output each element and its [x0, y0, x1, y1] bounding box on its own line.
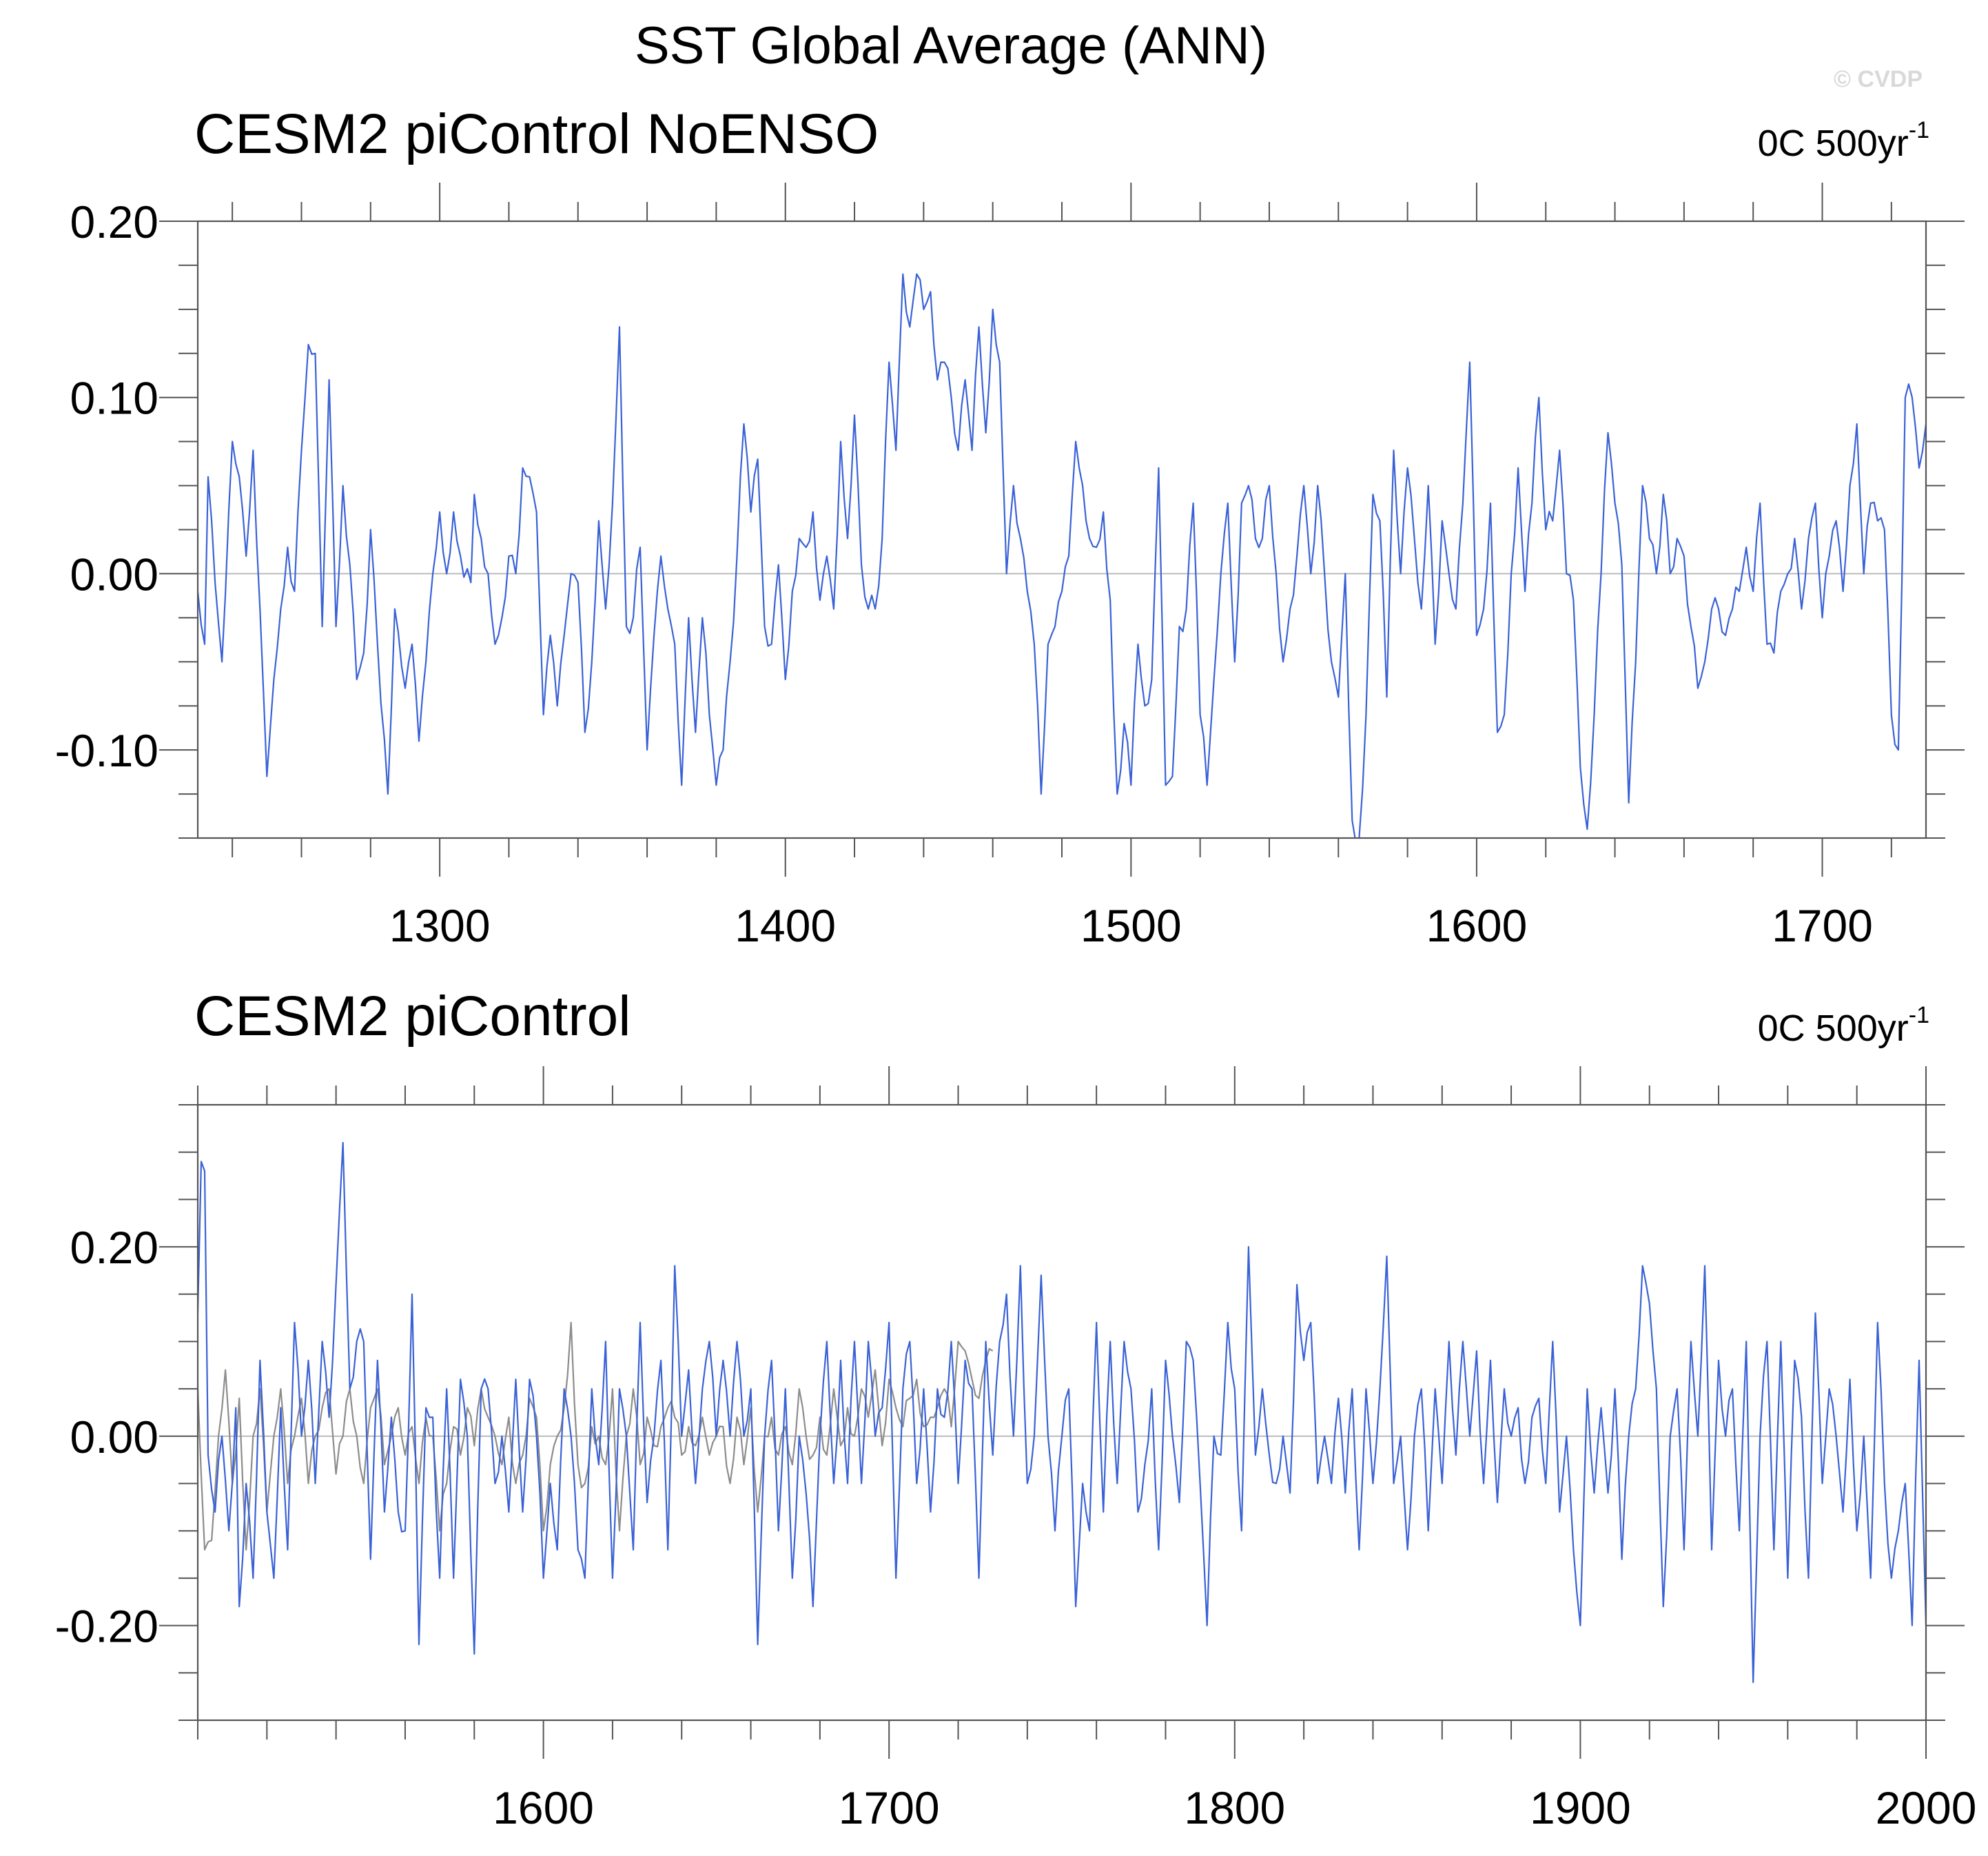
panel-noenso-trend-sup: -1	[1909, 117, 1929, 143]
panel-picontrol-trend: 0C 500yr-1	[1758, 1002, 1929, 1049]
panel-noenso-trend: 0C 500yr-1	[1758, 117, 1929, 164]
x-tick-label: 1600	[493, 1782, 594, 1833]
panel-picontrol-frame	[196, 1103, 1927, 1722]
panel-noenso-title: CESM2 piControl NoENSO	[194, 103, 879, 165]
watermark: © CVDP	[1834, 66, 1923, 92]
x-tick-label: 1900	[1530, 1782, 1631, 1833]
x-tick-label: 1400	[735, 900, 836, 951]
panel-picontrol: CESM2 piControl 0C 500yr-1 1600 1700 1800 1…	[55, 985, 1977, 1833]
x-tick-label: 1700	[1772, 900, 1873, 951]
panel-noenso: CESM2 piControl NoENSO 0C 500yr-1 1300 14…	[55, 103, 1965, 951]
y-tick-label: -0.20	[55, 1601, 158, 1652]
series-primary-line-noenso	[198, 273, 1926, 838]
panel-picontrol-trend-sup: -1	[1909, 1002, 1929, 1028]
panel-noenso-trend-text: 0C 500yr	[1758, 123, 1909, 164]
panel-picontrol-plot-area	[198, 1141, 1926, 1684]
x-tick-label: 1600	[1426, 900, 1528, 951]
panel-picontrol-trend-text: 0C 500yr	[1758, 1008, 1909, 1049]
panel-picontrol-title: CESM2 piControl	[194, 985, 631, 1048]
y-tick-label: -0.10	[55, 725, 158, 776]
series-primary-line-picontrol	[198, 1141, 1926, 1684]
panel-noenso-plot-area	[198, 273, 1926, 838]
figure-title: SST Global Average (ANN)	[635, 17, 1267, 75]
x-tick-label: 1700	[839, 1782, 940, 1833]
x-tick-label: 1300	[389, 900, 491, 951]
y-tick-label: 0.20	[70, 196, 158, 247]
y-tick-label: 0.00	[70, 1411, 158, 1462]
x-tick-label: 1500	[1080, 900, 1182, 951]
x-tick-label: 1800	[1184, 1782, 1285, 1833]
y-tick-label: 0.10	[70, 373, 158, 424]
y-tick-label: 0.00	[70, 549, 158, 600]
y-tick-label: 0.20	[70, 1222, 158, 1273]
x-tick-label: 2000	[1876, 1782, 1977, 1833]
